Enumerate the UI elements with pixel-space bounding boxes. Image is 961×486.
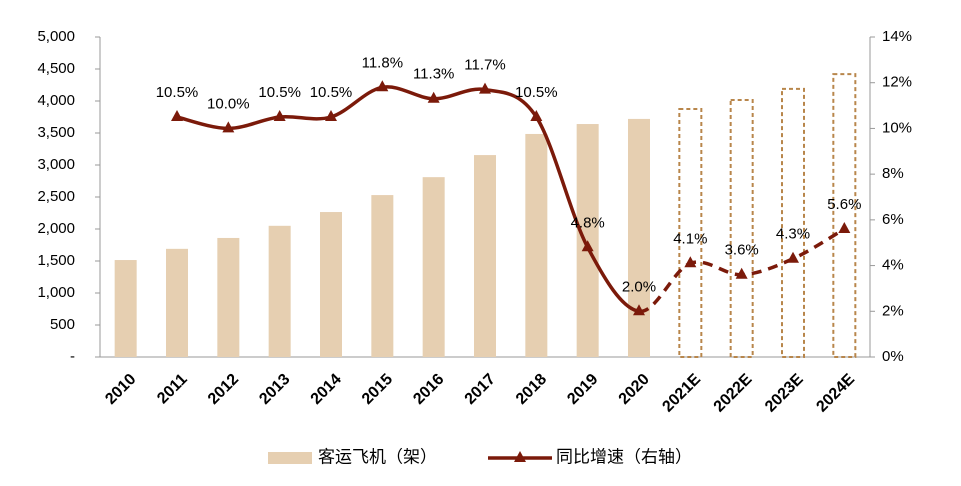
x-tick-label: 2010 [102, 371, 139, 408]
y-tick-label: 1,000 [37, 284, 75, 301]
data-label: 10.5% [515, 84, 558, 101]
x-tick-label: 2020 [616, 371, 653, 408]
y-tick-label: 2,500 [37, 188, 75, 205]
x-tick-label: 2018 [513, 371, 550, 408]
x-tick-label: 2019 [564, 371, 601, 408]
x-tick-label: 2013 [256, 371, 293, 408]
marker [581, 240, 594, 252]
legend-label: 客运飞机（架） [318, 447, 437, 466]
x-tick-label: 2015 [359, 371, 396, 408]
data-label: 11.8% [362, 54, 403, 71]
marker [171, 110, 183, 121]
x-tick-label: 2017 [462, 371, 499, 408]
x-tick-label: 2022E [711, 371, 756, 416]
legend-marker [514, 451, 526, 462]
data-label: 2.0% [622, 278, 656, 295]
marker [787, 251, 799, 263]
data-label: 4.8% [571, 214, 605, 231]
marker [427, 91, 440, 103]
y2-tick-label: 14% [882, 28, 912, 45]
marker [325, 110, 337, 121]
y2-tick-label: 4% [882, 257, 904, 274]
y2-tick-label: 8% [882, 165, 904, 182]
bar [371, 195, 394, 357]
x-tick-label: 2024E [813, 371, 858, 416]
y2-tick-label: 12% [882, 74, 912, 91]
bar [678, 108, 703, 358]
bar [525, 133, 548, 357]
bar [114, 260, 137, 357]
y2-tick-label: 6% [882, 211, 904, 228]
y2-tick-label: 10% [882, 119, 912, 136]
y-tick-label: 500 [50, 316, 75, 333]
bar [422, 177, 445, 357]
bar [628, 118, 650, 357]
data-label: 4.3% [776, 226, 810, 243]
marker [838, 222, 851, 233]
x-tick-label: 2016 [410, 371, 447, 408]
marker [479, 82, 491, 94]
bar [320, 212, 342, 357]
marker [684, 256, 697, 268]
bar [474, 155, 496, 357]
data-label: 3.6% [725, 242, 759, 259]
y-tick-label: 3,000 [37, 156, 75, 173]
marker [530, 110, 543, 121]
legend-label: 同比增速（右轴） [556, 447, 692, 466]
data-label: 10.5% [310, 84, 353, 101]
marker [633, 304, 645, 316]
bar [268, 225, 291, 357]
y2-tick-label: 0% [882, 348, 904, 365]
marker [735, 267, 748, 279]
x-tick-label: 2021E [659, 371, 704, 416]
data-label: 5.6% [827, 196, 861, 213]
y-tick-label: 1,500 [37, 252, 75, 269]
y-tick-label: - [70, 348, 75, 365]
marker [222, 121, 235, 133]
y-tick-label: 4,000 [37, 92, 75, 109]
x-tick-label: 2023E [762, 371, 807, 416]
bar [217, 237, 240, 357]
data-label: 11.3% [413, 66, 454, 83]
bar [832, 73, 857, 359]
x-tick-label: 2011 [154, 371, 191, 408]
bar [729, 99, 754, 358]
data-label: 10.5% [258, 84, 301, 101]
bar [781, 87, 805, 358]
y2-tick-label: 2% [882, 302, 904, 319]
marker [376, 80, 389, 92]
data-label: 10.5% [156, 84, 199, 101]
data-label: 10.0% [207, 95, 250, 112]
legend-swatch [268, 452, 312, 464]
y-tick-label: 4,500 [37, 60, 75, 77]
y-tick-label: 2,000 [37, 220, 75, 237]
data-label: 4.1% [673, 230, 707, 247]
data-label: 11.7% [464, 57, 505, 74]
line [176, 85, 640, 314]
marker [273, 110, 286, 121]
bar [166, 248, 188, 357]
x-tick-label: 2014 [308, 371, 345, 408]
x-tick-label: 2012 [205, 371, 242, 408]
y-tick-label: 5,000 [37, 28, 75, 45]
y-tick-label: 3,500 [37, 124, 75, 141]
